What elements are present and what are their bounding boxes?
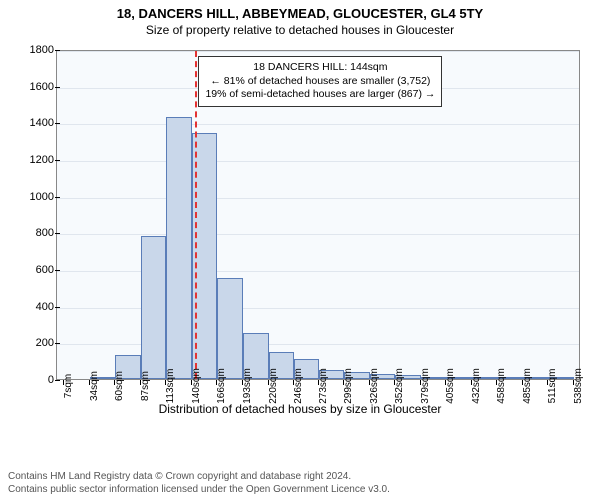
- x-tick-label: 193sqm: [242, 368, 253, 404]
- x-tick-mark: [191, 380, 192, 385]
- x-tick-mark: [573, 380, 574, 385]
- x-tick-label: 405sqm: [445, 368, 456, 404]
- page-subtitle: Size of property relative to detached ho…: [0, 23, 600, 37]
- x-tick-label: 379sqm: [420, 368, 431, 404]
- gridline: [57, 198, 579, 199]
- x-tick-label: 432sqm: [471, 368, 482, 404]
- x-tick-label: 246sqm: [293, 368, 304, 404]
- footer-line-2: Contains public sector information licen…: [8, 484, 592, 497]
- y-tick-label: 1400: [26, 117, 54, 129]
- gridline: [57, 234, 579, 235]
- y-tick-label: 600: [26, 264, 54, 276]
- y-tick-mark: [55, 160, 60, 161]
- y-tick-mark: [55, 50, 60, 51]
- x-tick-mark: [293, 380, 294, 385]
- x-tick-mark: [318, 380, 319, 385]
- y-tick-label: 400: [26, 301, 54, 313]
- gridline: [57, 271, 579, 272]
- y-tick-mark: [55, 307, 60, 308]
- x-tick-mark: [445, 380, 446, 385]
- x-tick-mark: [89, 380, 90, 385]
- y-tick-mark: [55, 87, 60, 88]
- histogram-bar: [217, 278, 243, 379]
- y-tick-label: 200: [26, 337, 54, 349]
- x-tick-mark: [496, 380, 497, 385]
- histogram-bar: [166, 117, 192, 379]
- gridline: [57, 308, 579, 309]
- y-tick-label: 0: [26, 374, 54, 386]
- y-tick-mark: [55, 343, 60, 344]
- gridline: [57, 344, 579, 345]
- x-tick-mark: [114, 380, 115, 385]
- gridline: [57, 124, 579, 125]
- highlight-annotation: 18 DANCERS HILL: 144sqm ← 81% of detache…: [198, 56, 442, 107]
- x-tick-mark: [242, 380, 243, 385]
- highlight-line: [195, 51, 197, 379]
- y-tick-label: 1800: [26, 44, 54, 56]
- x-tick-mark: [343, 380, 344, 385]
- x-tick-label: 113sqm: [165, 369, 176, 404]
- x-tick-label: 7sqm: [63, 374, 74, 398]
- x-tick-label: 220sqm: [268, 368, 279, 404]
- y-tick-mark: [55, 380, 60, 381]
- x-tick-label: 326sqm: [369, 368, 380, 404]
- x-tick-mark: [394, 380, 395, 385]
- annotation-line-2: ← 81% of detached houses are smaller (3,…: [205, 75, 435, 89]
- x-tick-label: 458sqm: [496, 368, 507, 404]
- attribution-footer: Contains HM Land Registry data © Crown c…: [8, 471, 592, 496]
- y-tick-mark: [55, 123, 60, 124]
- x-tick-label: 140sqm: [191, 368, 202, 404]
- x-tick-mark: [471, 380, 472, 385]
- x-tick-label: 299sqm: [343, 368, 354, 404]
- y-tick-label: 1600: [26, 81, 54, 93]
- y-tick-mark: [55, 197, 60, 198]
- x-axis-label: Distribution of detached houses by size …: [0, 402, 600, 416]
- page-title: 18, DANCERS HILL, ABBEYMEAD, GLOUCESTER,…: [0, 6, 600, 21]
- y-tick-label: 1000: [26, 191, 54, 203]
- footer-line-1: Contains HM Land Registry data © Crown c…: [8, 471, 592, 484]
- annotation-line-1: 18 DANCERS HILL: 144sqm: [205, 61, 435, 75]
- x-tick-mark: [63, 380, 64, 385]
- x-tick-label: 60sqm: [114, 371, 125, 401]
- y-tick-label: 800: [26, 227, 54, 239]
- x-tick-label: 538sqm: [573, 368, 584, 404]
- x-tick-mark: [420, 380, 421, 385]
- x-tick-mark: [369, 380, 370, 385]
- x-tick-label: 87sqm: [140, 371, 151, 401]
- gridline: [57, 51, 579, 52]
- x-tick-mark: [216, 380, 217, 385]
- x-tick-mark: [547, 380, 548, 385]
- x-tick-label: 34sqm: [89, 371, 100, 401]
- x-tick-label: 273sqm: [318, 368, 329, 404]
- x-tick-label: 485sqm: [522, 368, 533, 404]
- x-tick-mark: [165, 380, 166, 385]
- histogram-chart: Number of detached properties 0200400600…: [0, 46, 600, 426]
- x-tick-label: 166sqm: [216, 368, 227, 404]
- x-tick-label: 352sqm: [394, 368, 405, 404]
- y-tick-mark: [55, 233, 60, 234]
- annotation-line-3: 19% of semi-detached houses are larger (…: [205, 88, 435, 102]
- x-tick-label: 511sqm: [547, 369, 558, 404]
- y-tick-label: 1200: [26, 154, 54, 166]
- y-tick-mark: [55, 270, 60, 271]
- histogram-bar: [141, 236, 166, 379]
- x-tick-mark: [140, 380, 141, 385]
- gridline: [57, 161, 579, 162]
- x-tick-mark: [522, 380, 523, 385]
- x-tick-mark: [268, 380, 269, 385]
